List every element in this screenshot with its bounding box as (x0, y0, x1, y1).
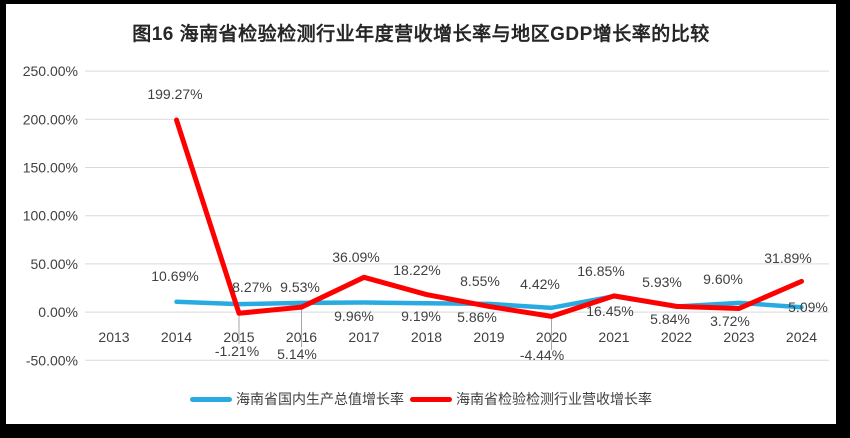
x-tick-label: 2017 (348, 329, 379, 345)
industry-data-label: 36.09% (332, 249, 379, 265)
industry-data-label: 5.14% (277, 346, 317, 362)
industry-data-label: 16.85% (577, 263, 624, 279)
gdp-line-swatch-icon (190, 396, 232, 402)
x-tick-label: 2018 (411, 329, 442, 345)
y-tick-label: 150.00% (23, 160, 78, 176)
x-tick-label: 2013 (98, 329, 129, 345)
industry-data-label: 199.27% (147, 86, 202, 102)
legend-label-industry: 海南省检验检测行业营收增长率 (456, 391, 652, 407)
industry-data-label: -1.21% (215, 343, 259, 359)
x-tick-label: 2024 (786, 329, 817, 345)
industry-data-label: 31.89% (764, 250, 811, 266)
gdp-data-label: 9.53% (280, 279, 320, 295)
industry-series-line (174, 117, 804, 319)
y-tick-label: 200.00% (23, 111, 78, 127)
y-tick-label: -50.00% (26, 352, 78, 368)
industry-line-swatch-icon (410, 396, 452, 402)
y-tick-label: 0.00% (38, 304, 78, 320)
legend-label-gdp: 海南省国内生产总值增长率 (236, 391, 404, 407)
x-tick-label: 2022 (661, 329, 692, 345)
industry-data-label: 3.72% (710, 313, 750, 329)
x-tick-label: 2021 (598, 329, 629, 345)
y-tick-label: 50.00% (31, 256, 78, 272)
industry-data-label: 18.22% (393, 262, 440, 278)
gdp-data-label: 9.60% (703, 271, 743, 287)
legend-item-industry: 海南省检验检测行业营收增长率 (410, 389, 652, 409)
industry-data-label: 5.86% (457, 309, 497, 325)
y-tick-label: 100.00% (23, 208, 78, 224)
legend: 海南省国内生产总值增长率 海南省检验检测行业营收增长率 (6, 388, 836, 410)
gdp-data-label: 5.09% (788, 299, 828, 315)
gdp-data-label: 9.96% (334, 308, 374, 324)
y-tick-label: 250.00% (23, 63, 78, 79)
chart-title: 图16 海南省检验检测行业年度营收增长率与地区GDP增长率的比较 (132, 24, 710, 45)
gdp-data-label: 4.42% (520, 276, 560, 292)
industry-data-label: 5.93% (642, 274, 682, 290)
gdp-data-label: 8.55% (460, 273, 500, 289)
gdp-data-label: 9.19% (401, 308, 441, 324)
gdp-data-label: 16.45% (586, 303, 633, 319)
chart-background-panel (6, 4, 836, 424)
gdp-data-label: 10.69% (151, 268, 198, 284)
x-tick-label: 2019 (473, 329, 504, 345)
x-tick-label: 2023 (723, 329, 754, 345)
gdp-data-label: 8.27% (232, 279, 272, 295)
gdp-data-label: 5.84% (650, 311, 690, 327)
industry-data-label: -4.44% (520, 347, 564, 363)
x-tick-label: 2014 (161, 329, 192, 345)
legend-item-gdp: 海南省国内生产总值增长率 (190, 389, 404, 409)
